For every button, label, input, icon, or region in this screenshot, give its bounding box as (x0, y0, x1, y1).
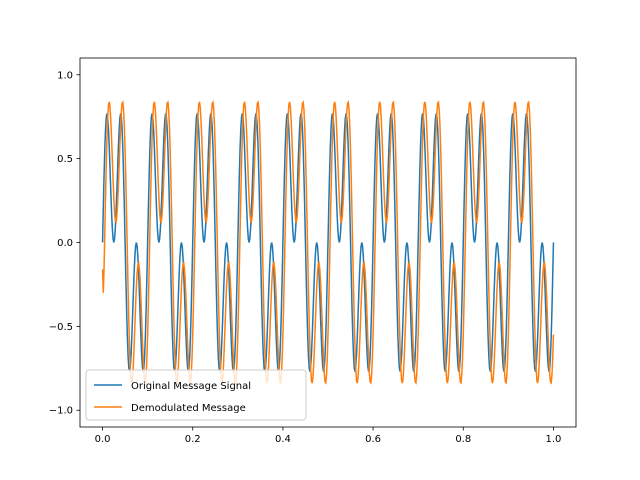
y-tick-label: 0.0 (57, 238, 73, 249)
legend-label-original: Original Message Signal (131, 381, 251, 392)
y-tick-label: 0.5 (57, 154, 73, 165)
x-tick-label: 0.0 (95, 434, 111, 445)
y-tick-label: 1.0 (57, 70, 73, 81)
x-tick-label: 0.6 (365, 434, 381, 445)
x-tick-label: 1.0 (546, 434, 562, 445)
x-tick-label: 0.4 (275, 434, 291, 445)
legend-label-demodulated: Demodulated Message (131, 403, 246, 414)
legend-box (85, 369, 307, 421)
y-tick-label: −1.0 (49, 406, 73, 417)
x-tick-label: 0.2 (185, 434, 201, 445)
y-tick-label: −0.5 (49, 322, 73, 333)
x-tick-label: 0.8 (455, 434, 471, 445)
legend: Original Message Signal Demodulated Mess… (85, 369, 307, 421)
axes-layer: 0.0 0.2 0.4 0.6 0.8 1.0 −1.0 −0.5 0.0 0.5 1.0 (49, 57, 577, 445)
series-line-original (101, 113, 555, 372)
